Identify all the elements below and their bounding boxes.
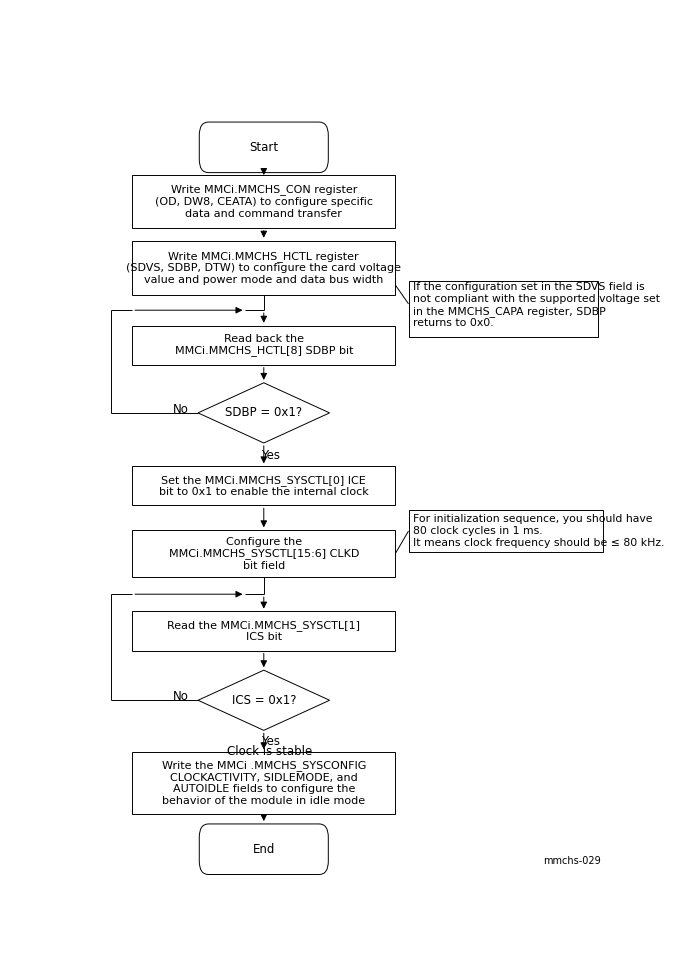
- Text: ICS = 0x1?: ICS = 0x1?: [232, 694, 296, 706]
- Text: No: No: [172, 690, 189, 703]
- Text: Set the MMCi.MMCHS_SYSCTL[0] ICE
bit to 0x1 to enable the internal clock: Set the MMCi.MMCHS_SYSCTL[0] ICE bit to …: [159, 475, 369, 497]
- Text: Write MMCi.MMCHS_CON register
(OD, DW8, CEATA) to configure specific
data and co: Write MMCi.MMCHS_CON register (OD, DW8, …: [155, 185, 373, 219]
- Text: mmchs-029: mmchs-029: [543, 856, 601, 866]
- Text: Yes: Yes: [261, 449, 280, 462]
- Bar: [132, 240, 395, 295]
- Text: Configure the
MMCi.MMCHS_SYSCTL[15:6] CLKD
bit field: Configure the MMCi.MMCHS_SYSCTL[15:6] CL…: [168, 536, 359, 571]
- Bar: [132, 612, 395, 651]
- Bar: [132, 466, 395, 505]
- Text: For initialization sequence, you should have
80 clock cycles in 1 ms.
It means c: For initialization sequence, you should …: [413, 515, 664, 547]
- Bar: [132, 531, 395, 576]
- Bar: [132, 175, 395, 228]
- Text: Read the MMCi.MMCHS_SYSCTL[1]
ICS bit: Read the MMCi.MMCHS_SYSCTL[1] ICS bit: [167, 619, 361, 642]
- Text: Read back the
MMCi.MMCHS_HCTL[8] SDBP bit: Read back the MMCi.MMCHS_HCTL[8] SDBP bi…: [175, 334, 353, 357]
- Text: End: End: [253, 843, 275, 856]
- Text: Write MMCi.MMCHS_HCTL register
(SDVS, SDBP, DTW) to configure the card voltage
v: Write MMCi.MMCHS_HCTL register (SDVS, SD…: [126, 251, 401, 284]
- Text: If the configuration set in the SDVS field is
not compliant with the supported v: If the configuration set in the SDVS fie…: [413, 282, 660, 328]
- Bar: [409, 510, 603, 552]
- Polygon shape: [198, 670, 329, 731]
- FancyBboxPatch shape: [199, 824, 329, 874]
- Text: No: No: [172, 403, 189, 415]
- Bar: [132, 325, 395, 364]
- Text: Start: Start: [249, 141, 278, 153]
- Bar: [132, 752, 395, 814]
- Text: Clock is stable: Clock is stable: [227, 745, 313, 758]
- Polygon shape: [198, 383, 329, 443]
- Bar: [409, 280, 598, 337]
- Text: SDBP = 0x1?: SDBP = 0x1?: [225, 406, 302, 419]
- Text: Write the MMCi .MMCHS_SYSCONFIG
CLOCKACTIVITY, SIDLEMODE, and
AUTOIDLE fields to: Write the MMCi .MMCHS_SYSCONFIG CLOCKACT…: [162, 760, 366, 806]
- Text: Yes: Yes: [261, 735, 280, 747]
- FancyBboxPatch shape: [199, 122, 329, 173]
